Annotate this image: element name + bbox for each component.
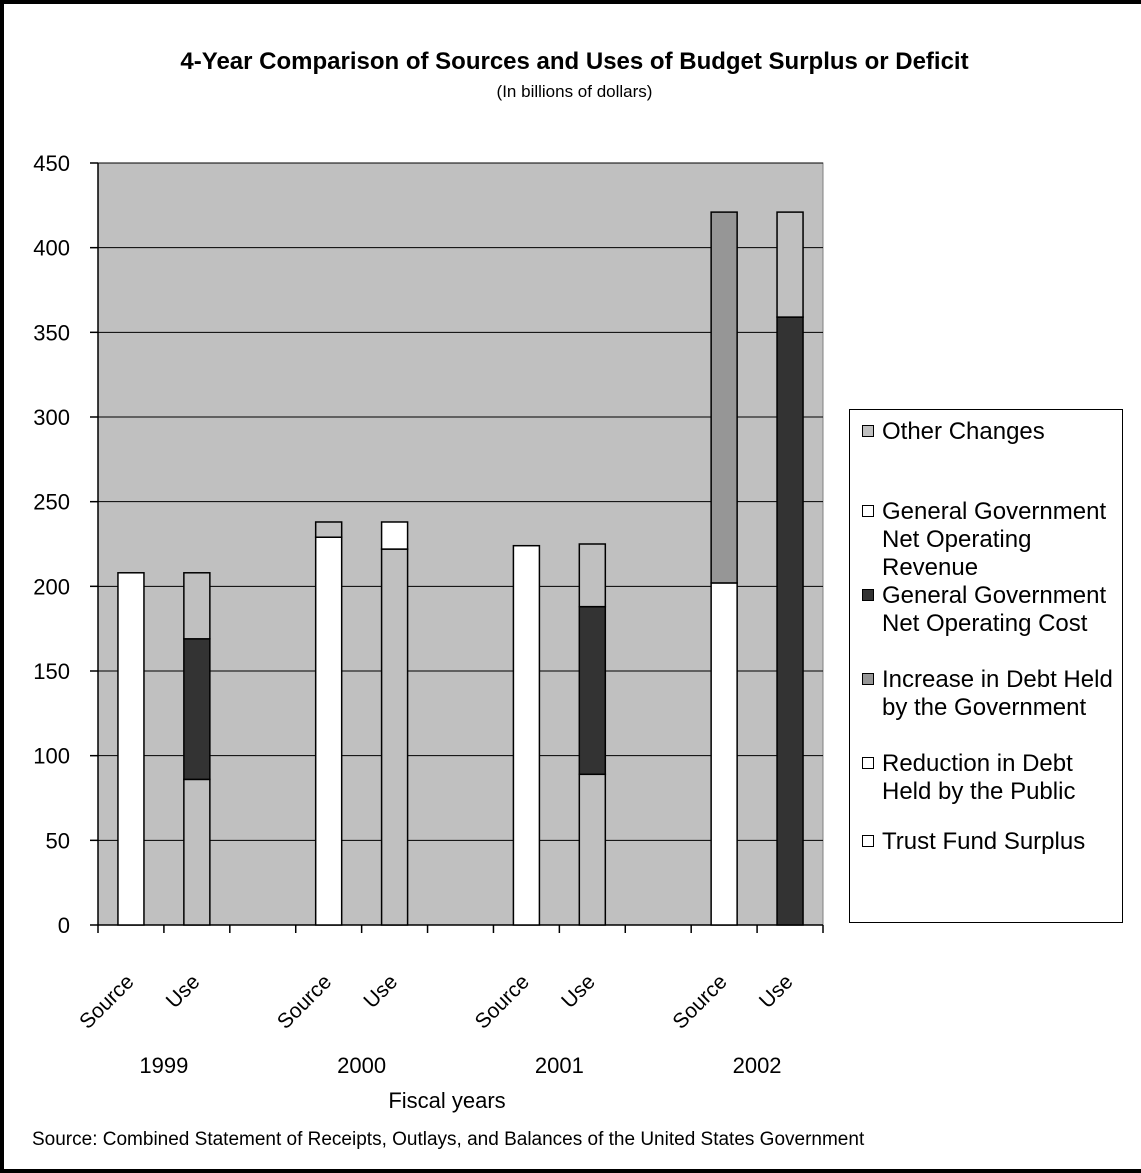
bar-kind-label: Use [755, 970, 798, 1013]
y-tick-label: 0 [58, 913, 70, 938]
year-label: 1999 [139, 1053, 189, 1078]
y-tick-label: 350 [33, 320, 70, 345]
bar-segment [776, 211, 804, 318]
chart-title: 4-Year Comparison of Sources and Uses of… [180, 48, 969, 75]
bar-segment [578, 543, 607, 608]
bar-segment [380, 521, 409, 550]
bar-segment [776, 316, 804, 926]
legend-label: Reduction in Debt Held by the Public [882, 750, 1076, 805]
bar-kind-label: Source [75, 970, 138, 1033]
bar-kind-label: Use [359, 970, 402, 1013]
legend-swatch [862, 757, 874, 769]
bar-segment [183, 638, 211, 781]
legend-swatch [862, 425, 874, 437]
legend-label: General Government Net Operating Revenue [882, 498, 1107, 581]
y-tick-label: 200 [33, 574, 70, 599]
bar-kind-label: Use [162, 970, 205, 1013]
bar-segment [314, 521, 343, 538]
bar-segment [183, 572, 211, 640]
bar-segment [314, 536, 343, 926]
legend-swatch [862, 589, 874, 601]
bar-kind-label: Source [273, 970, 336, 1033]
bar-segment [512, 544, 541, 926]
legend-label: Other Changes [882, 418, 1045, 445]
y-tick-label: 100 [33, 744, 70, 769]
y-tick-label: 300 [33, 405, 70, 430]
x-axis-label: Fiscal years [388, 1088, 506, 1113]
bar-segment [183, 778, 211, 926]
legend-swatch [862, 505, 874, 517]
bar-kind-label: Source [668, 970, 731, 1033]
legend-label: Increase in Debt Held by the Government [882, 666, 1113, 721]
y-tick-label: 400 [33, 236, 70, 261]
legend-swatch [862, 673, 874, 685]
bar-kind-label: Source [471, 970, 534, 1033]
chart-subtitle: (In billions of dollars) [496, 82, 653, 101]
legend-label: General Government Net Operating Cost [882, 582, 1107, 637]
legend-label: Trust Fund Surplus [882, 828, 1086, 855]
bar-segment [578, 605, 607, 776]
y-tick-label: 50 [46, 828, 70, 853]
year-label: 2000 [337, 1053, 387, 1078]
bar-segment [117, 572, 145, 926]
bar-segment [578, 773, 607, 926]
legend: Other Changes General Government Net Oper… [849, 409, 1123, 923]
legend-swatch [862, 835, 874, 847]
year-label: 2001 [534, 1053, 584, 1078]
bar-kind-label: Use [557, 970, 600, 1013]
bar-segment [380, 548, 409, 926]
bar-segment [710, 211, 738, 584]
y-tick-label: 450 [33, 151, 70, 176]
y-tick-label: 250 [33, 490, 70, 515]
y-tick-label: 150 [33, 659, 70, 684]
source-note: Source: Combined Statement of Receipts, … [32, 1129, 865, 1150]
year-label: 2002 [732, 1053, 782, 1078]
bar-segment [710, 582, 738, 926]
